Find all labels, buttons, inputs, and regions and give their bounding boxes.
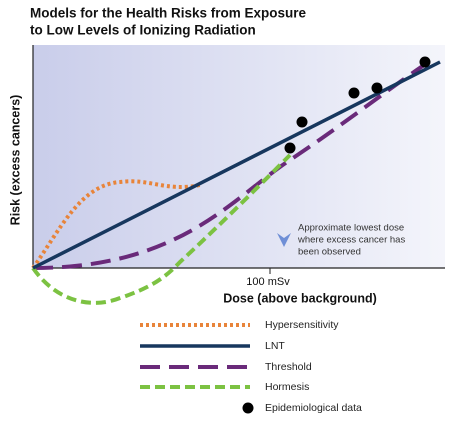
data-point bbox=[296, 116, 308, 128]
plot-background bbox=[33, 45, 445, 268]
legend-label: Epidemiological data bbox=[265, 402, 362, 414]
legend-label: Hypersensitivity bbox=[265, 319, 339, 331]
annotation-line: where excess cancer has bbox=[297, 235, 405, 246]
hormesis-curve bbox=[31, 153, 292, 305]
legend-label: LNT bbox=[265, 340, 285, 352]
title-line: to Low Levels of Ionizing Radiation bbox=[30, 23, 256, 38]
legend-label: Threshold bbox=[265, 361, 312, 373]
annotation-line: been observed bbox=[298, 247, 361, 258]
title-line: Models for the Health Risks from Exposur… bbox=[30, 6, 307, 21]
data-point bbox=[371, 82, 383, 94]
data-point bbox=[419, 56, 431, 68]
lnt-line bbox=[32, 60, 441, 270]
y-axis-label: Risk (excess cancers) bbox=[8, 95, 22, 226]
data-point bbox=[348, 87, 360, 99]
annotation-line: Approximate lowest dose bbox=[298, 223, 404, 234]
hypersensitivity-curve bbox=[31, 179, 201, 270]
legend-swatch bbox=[242, 402, 254, 414]
x-axis-label: Dose (above background) bbox=[223, 291, 377, 305]
data-point bbox=[284, 142, 296, 154]
legend-label: Hormesis bbox=[265, 381, 309, 393]
x-marker-label: 100 mSv bbox=[246, 276, 290, 288]
annotation-arrow bbox=[277, 233, 291, 247]
